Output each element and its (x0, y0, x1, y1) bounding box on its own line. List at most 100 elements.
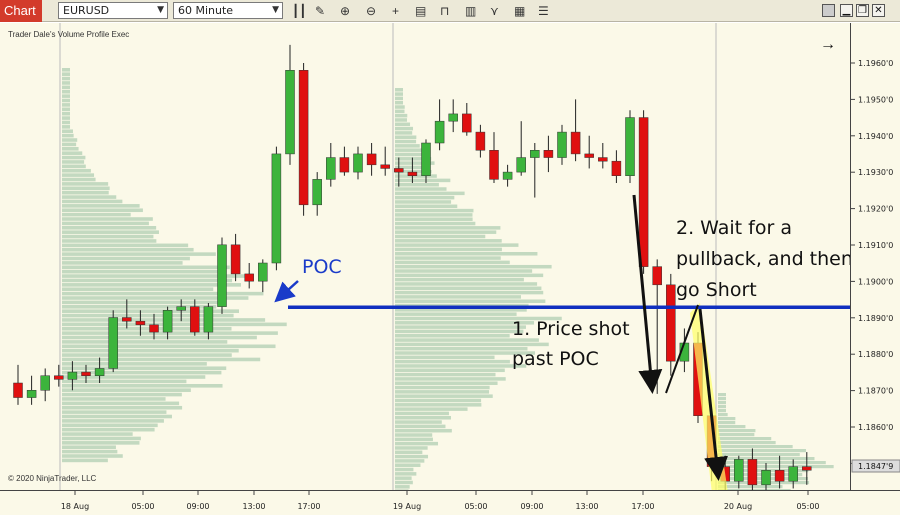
time-tick-label: 17:00 (297, 502, 320, 511)
time-tick-label: 05:00 (796, 502, 819, 511)
profile-bar (395, 420, 442, 424)
profile-bar (62, 239, 157, 243)
candle (162, 306, 173, 340)
timeframe-select[interactable]: 60 Minute ▼ (173, 2, 283, 19)
candle-body (584, 153, 594, 158)
time-axis[interactable]: 18 Aug 05:00 09:00 13:00 17:00 19 Aug 05:00 09:… (0, 490, 900, 515)
profile-bar (62, 362, 207, 366)
profile-bar (62, 419, 164, 423)
profile-bar (395, 390, 490, 394)
profile-bar (62, 265, 230, 270)
candle (611, 150, 622, 183)
candle (258, 259, 268, 293)
pencil-icon[interactable]: ✎ (315, 4, 326, 18)
candle-body (149, 324, 159, 333)
profile-bar (62, 441, 140, 445)
candle (802, 452, 812, 485)
candle-body (26, 390, 37, 398)
annotation-past-poc: past POC (512, 348, 599, 370)
profile-bar (395, 459, 425, 463)
profile-bar (62, 370, 222, 375)
chart-plot-area[interactable] (0, 23, 850, 513)
profile-bar (62, 335, 257, 340)
profile-bar (62, 226, 157, 230)
restore-icon[interactable]: ❐ (856, 4, 869, 17)
profile-bar (62, 120, 71, 125)
profile-bar (62, 208, 143, 213)
order-icon[interactable]: ☰ (538, 4, 549, 18)
profile-bar (62, 278, 233, 283)
candle (230, 233, 241, 282)
profile-bar (62, 287, 214, 292)
profile-bar (62, 252, 216, 256)
profile-bar (395, 161, 435, 165)
candle-body (366, 153, 377, 166)
price-axis-labels: 1.1960'0 1.1950'0 1.1940'0 1.1930'0 1.1920'0… (851, 59, 900, 473)
profile-bar (62, 221, 149, 226)
indicators-icon[interactable]: ▥ (465, 4, 477, 18)
candle-body (258, 262, 268, 282)
data-box-icon[interactable]: ⋎ (490, 4, 499, 18)
candle (543, 135, 554, 173)
profile-bar (395, 372, 496, 377)
candle-body (462, 113, 472, 133)
candle (788, 459, 798, 489)
instrument-select[interactable]: EURUSD ▼ (58, 2, 168, 19)
candle (366, 143, 377, 176)
candle-body (40, 375, 50, 391)
arrow-right-icon[interactable]: → (820, 36, 836, 53)
strategy-icon[interactable]: ⊓ (440, 4, 450, 18)
candle-body (285, 70, 295, 155)
profile-bar (62, 107, 70, 112)
profile-bar (395, 191, 465, 196)
profile-bar (395, 92, 403, 96)
crosshair-icon[interactable]: + (392, 4, 400, 18)
time-tick-label: 18 Aug (61, 502, 89, 511)
profile-bar (62, 151, 83, 155)
price-axis[interactable]: 1.1960'0 1.1950'0 1.1940'0 1.1930'0 1.1920'0… (850, 23, 900, 490)
candle-body (625, 117, 635, 176)
candle-body (570, 131, 581, 155)
profile-bar (62, 230, 159, 234)
profile-bar (395, 96, 403, 101)
profile-bar (395, 325, 526, 329)
profile-bar (62, 94, 70, 98)
profile-bar (62, 111, 70, 116)
profile-bar (395, 428, 452, 433)
profile-bar (62, 305, 217, 309)
minimize-icon[interactable]: ▁ (840, 4, 853, 17)
profile-bar (718, 433, 755, 437)
candle (190, 299, 200, 336)
candle (380, 146, 390, 176)
candle (557, 124, 567, 165)
candle (734, 455, 744, 489)
profile-bar (718, 453, 800, 457)
profile-bar (62, 291, 264, 296)
candle-body (135, 320, 146, 326)
candle-body (407, 171, 418, 176)
candle-body (611, 160, 622, 176)
properties-icon[interactable]: ▤ (415, 4, 427, 18)
zoom-out-icon[interactable]: ⊖ (366, 4, 377, 18)
profile-bar (395, 170, 432, 174)
candle-body (230, 244, 241, 275)
profile-bar (62, 173, 95, 177)
profile-bar (395, 355, 495, 360)
profile-bar (395, 394, 493, 398)
profile-bar (62, 454, 123, 458)
close-icon[interactable]: ✕ (872, 4, 885, 17)
bar-style-icon[interactable]: ┃┃ (292, 4, 307, 18)
profile-bar (62, 445, 116, 450)
short-arrow (698, 308, 728, 481)
profile-bar (395, 454, 429, 459)
profile-bar (62, 331, 278, 335)
profile-bar (62, 326, 232, 331)
price-chart (13, 23, 850, 513)
candle (94, 357, 105, 383)
chart-tab[interactable]: Chart (0, 0, 42, 22)
candle (638, 110, 649, 274)
candle (81, 364, 91, 383)
zoom-in-icon[interactable]: ⊕ (340, 4, 351, 18)
display-icon[interactable]: ▦ (514, 4, 526, 18)
profile-bar (395, 485, 410, 489)
